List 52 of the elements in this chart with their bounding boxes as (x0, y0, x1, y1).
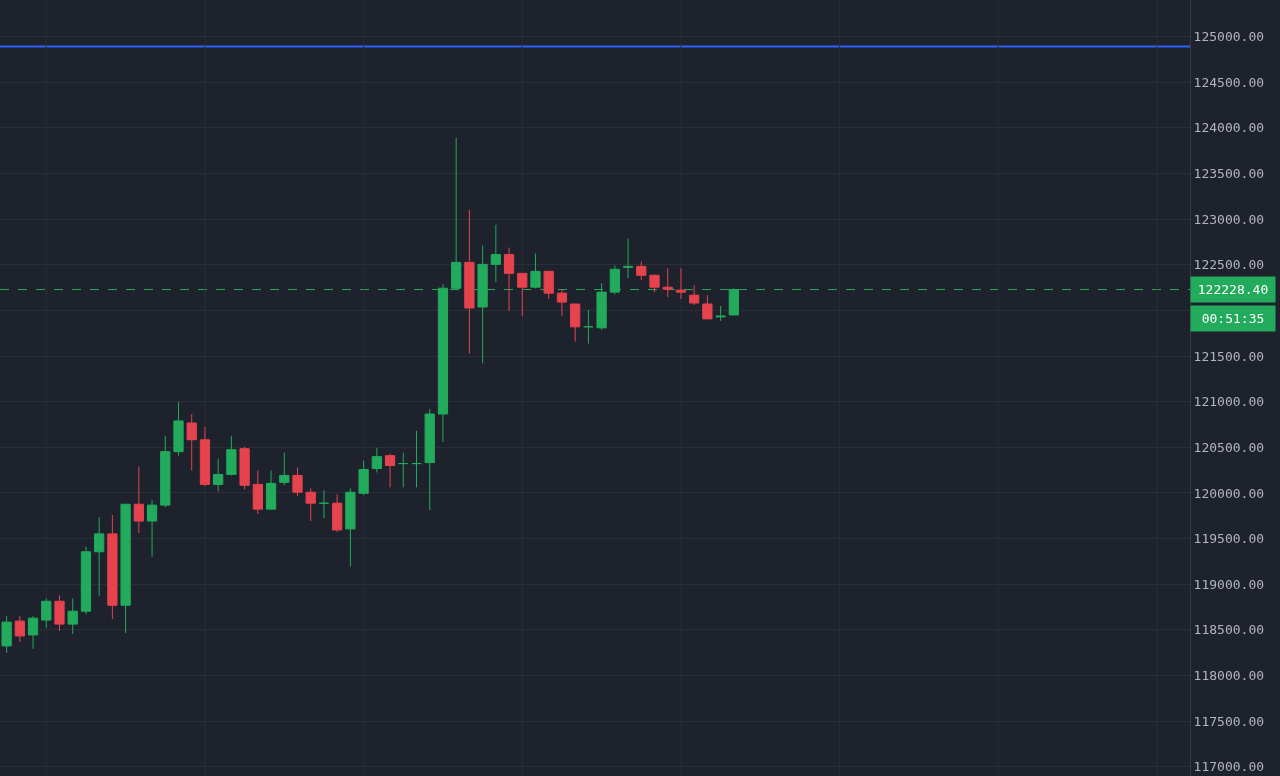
candlestick (279, 452, 290, 486)
y-tick-label: 117500.00 (1193, 713, 1265, 729)
candlestick (107, 514, 118, 620)
candlestick (160, 435, 171, 508)
candlestick (398, 452, 409, 488)
candlestick (345, 487, 356, 568)
y-tick-label: 118000.00 (1193, 668, 1265, 684)
candlestick (318, 489, 330, 519)
candlestick (173, 401, 184, 457)
candlestick (41, 597, 52, 629)
candlestick (490, 224, 501, 283)
candlestick (120, 503, 131, 634)
candlestick (583, 309, 594, 345)
y-tick-label: 120000.00 (1193, 485, 1265, 501)
candlestick (292, 467, 303, 497)
candlestick (133, 466, 144, 534)
candlestick (14, 615, 25, 643)
text: 00:51:35 (1201, 311, 1265, 326)
ref-line-label: 122228.40 (1197, 282, 1269, 297)
y-tick-label: 123000.00 (1193, 211, 1265, 227)
y-tick-label: 125000.00 (1193, 29, 1265, 45)
y-tick-label: 117000.00 (1193, 759, 1265, 775)
candlestick (226, 435, 237, 476)
candlestick (636, 260, 647, 281)
candlestick (702, 294, 713, 320)
y-tick-label: 119000.00 (1193, 576, 1265, 592)
candlestick (715, 305, 726, 322)
candlestick (1, 615, 12, 654)
candlestick (424, 408, 435, 511)
candlestick (67, 597, 78, 635)
y-tick-label: 120500.00 (1193, 439, 1265, 455)
y-tick-label: 119500.00 (1193, 531, 1265, 547)
candlestick (662, 267, 673, 298)
candlestick (675, 267, 687, 300)
candlestick (543, 270, 554, 300)
y-tick-label: 124500.00 (1193, 74, 1265, 90)
candlestick (186, 413, 197, 472)
y-tick-label: 122500.00 (1193, 257, 1265, 273)
candlestick (305, 487, 316, 522)
candlestick (689, 284, 700, 306)
y-tick-label: 124000.00 (1193, 120, 1265, 136)
candlestick (239, 446, 250, 490)
y-tick-label: 121500.00 (1193, 348, 1265, 364)
candlestick (649, 273, 660, 293)
candlestick (464, 209, 475, 355)
y-tick-label: 121000.00 (1193, 394, 1265, 410)
candlestick (517, 272, 528, 317)
candlestick (411, 430, 422, 488)
candlestick (358, 460, 369, 496)
y-tick-label: 123500.00 (1193, 166, 1265, 182)
candlestick (54, 594, 65, 632)
y-tick-label: 118500.00 (1193, 622, 1265, 638)
